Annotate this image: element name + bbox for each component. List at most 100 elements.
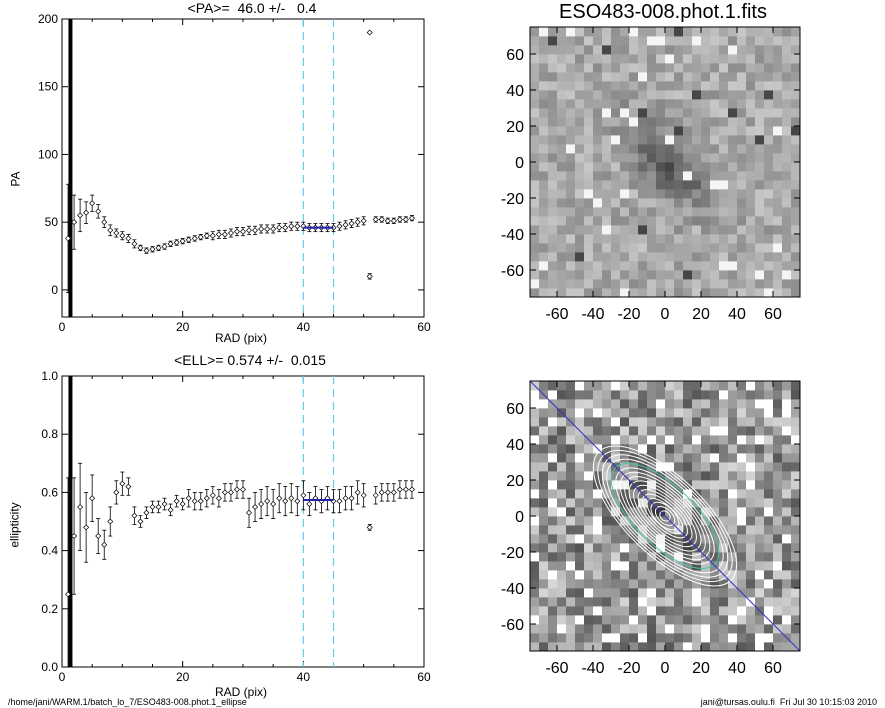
fits-pixel bbox=[557, 36, 567, 46]
fits-pixel bbox=[737, 243, 747, 253]
contour-pixel bbox=[773, 399, 783, 409]
fits-pixel bbox=[692, 216, 702, 226]
contour-pixel bbox=[755, 642, 765, 652]
contour-pixel bbox=[638, 606, 648, 616]
contour-pixel bbox=[692, 417, 702, 427]
fits-pixel bbox=[665, 261, 675, 271]
contour-pixel bbox=[593, 534, 603, 544]
contour-pixel bbox=[584, 624, 594, 634]
fits-pixel bbox=[701, 81, 711, 91]
contour-pixel bbox=[764, 534, 774, 544]
ell-point bbox=[71, 533, 78, 540]
contour-pixel bbox=[755, 480, 765, 490]
fits-pixel bbox=[773, 216, 783, 226]
contour-pixel bbox=[656, 399, 666, 409]
contour-pixel bbox=[701, 435, 711, 445]
fits-pixel bbox=[782, 63, 792, 73]
fits-pixel bbox=[539, 261, 549, 271]
fits-pixel bbox=[548, 63, 558, 73]
fits-pixel bbox=[566, 216, 576, 226]
fits-pixel bbox=[791, 270, 801, 280]
contour-pixel bbox=[737, 408, 747, 418]
contour-pixel bbox=[692, 444, 702, 454]
fits-pixel bbox=[611, 279, 621, 289]
contour-pixel bbox=[746, 381, 756, 391]
contour-pixel bbox=[764, 507, 774, 517]
contour-pixel bbox=[719, 435, 729, 445]
fits-pixel bbox=[719, 90, 729, 100]
fits-pixel bbox=[638, 198, 648, 208]
fits-pixel bbox=[575, 36, 585, 46]
ell-point bbox=[149, 503, 156, 510]
fits-pixel bbox=[656, 243, 666, 253]
fits-pixel bbox=[656, 270, 666, 280]
fits-pixel bbox=[566, 126, 576, 136]
contour-pixel bbox=[665, 642, 675, 652]
contour-pixel bbox=[539, 507, 549, 517]
contour-pixel bbox=[683, 606, 693, 616]
fits-pixel bbox=[791, 90, 801, 100]
contour-pixel bbox=[611, 552, 621, 562]
fits-pixel bbox=[674, 126, 684, 136]
fits-pixel bbox=[566, 252, 576, 262]
fits-pixel bbox=[638, 216, 648, 226]
contour-ytick-label: 0 bbox=[515, 509, 524, 526]
contour-pixel bbox=[602, 570, 612, 580]
contour-pixel bbox=[710, 624, 720, 634]
contour-pixel bbox=[611, 453, 621, 463]
contour-pixel bbox=[566, 543, 576, 553]
fits-pixel bbox=[710, 207, 720, 217]
fits-pixel bbox=[539, 288, 549, 298]
fits-pixel bbox=[575, 261, 585, 271]
contour-ytick-label: -20 bbox=[501, 545, 524, 562]
fits-pixel bbox=[746, 108, 756, 118]
fits-pixel bbox=[629, 108, 639, 118]
fits-pixel bbox=[782, 180, 792, 190]
contour-pixel bbox=[683, 426, 693, 436]
fits-pixel bbox=[755, 279, 765, 289]
fits-pixel bbox=[665, 252, 675, 262]
fits-pixel bbox=[719, 279, 729, 289]
fits-pixel bbox=[755, 153, 765, 163]
fits-pixel bbox=[656, 153, 666, 163]
contour-pixel bbox=[557, 453, 567, 463]
contour-pixel bbox=[629, 453, 639, 463]
contour-pixel bbox=[575, 507, 585, 517]
contour-pixel bbox=[746, 624, 756, 634]
ell-ytick-label: 0.2 bbox=[41, 602, 58, 616]
fits-pixel bbox=[737, 45, 747, 55]
contour-pixel bbox=[620, 642, 630, 652]
fits-pixel bbox=[584, 189, 594, 199]
fits-pixel bbox=[620, 63, 630, 73]
fits-pixel bbox=[629, 198, 639, 208]
contour-pixel bbox=[755, 408, 765, 418]
contour-pixel bbox=[629, 390, 639, 400]
fits-pixel bbox=[773, 72, 783, 82]
fits-pixel bbox=[656, 45, 666, 55]
contour-pixel bbox=[647, 606, 657, 616]
contour-pixel bbox=[647, 615, 657, 625]
fits-pixel bbox=[692, 81, 702, 91]
contour-pixel bbox=[755, 390, 765, 400]
contour-pixel bbox=[557, 480, 567, 490]
contour-pixel bbox=[530, 489, 540, 499]
contour-pixel bbox=[656, 525, 666, 535]
contour-pixel bbox=[647, 579, 657, 589]
fits-pixel bbox=[755, 162, 765, 172]
fits-pixel bbox=[674, 252, 684, 262]
pa-point bbox=[378, 216, 385, 223]
fits-pixel bbox=[656, 207, 666, 217]
fits-pixel bbox=[737, 288, 747, 298]
fits-pixel bbox=[719, 180, 729, 190]
fits-pixel bbox=[602, 90, 612, 100]
contour-pixel bbox=[602, 435, 612, 445]
fits-pixel bbox=[710, 171, 720, 181]
contour-pixel bbox=[656, 426, 666, 436]
pa-point bbox=[402, 216, 409, 223]
fits-pixel bbox=[557, 198, 567, 208]
fits-pixel bbox=[548, 216, 558, 226]
fits-pixel bbox=[728, 36, 738, 46]
fits-pixel bbox=[692, 162, 702, 172]
fits-pixel bbox=[674, 171, 684, 181]
